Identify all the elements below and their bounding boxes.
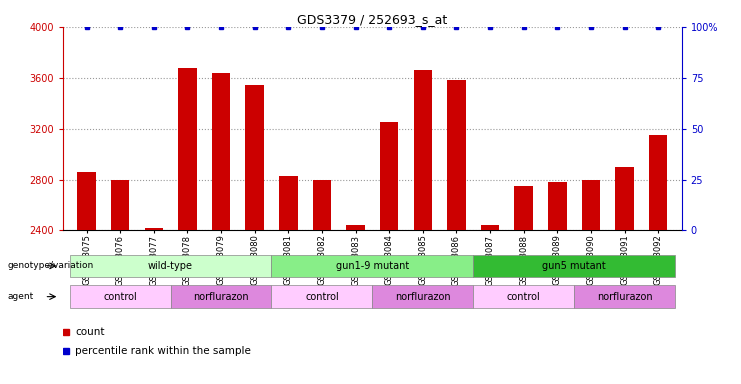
Bar	[271, 285, 373, 308]
Text: genotype/variation: genotype/variation	[7, 262, 93, 270]
Bar	[70, 255, 271, 277]
Bar	[574, 285, 675, 308]
Text: norflurazon: norflurazon	[193, 291, 249, 302]
Bar	[649, 135, 668, 230]
Text: gun5 mutant: gun5 mutant	[542, 261, 606, 271]
Bar	[70, 285, 170, 308]
Text: wild-type: wild-type	[148, 261, 193, 271]
Text: gun1-9 mutant: gun1-9 mutant	[336, 261, 409, 271]
Bar	[481, 225, 499, 230]
Bar	[144, 228, 163, 230]
Bar	[77, 172, 96, 230]
Title: GDS3379 / 252693_s_at: GDS3379 / 252693_s_at	[297, 13, 448, 26]
Text: control: control	[507, 291, 540, 302]
Text: agent: agent	[7, 292, 33, 301]
Bar	[271, 255, 473, 277]
Bar	[514, 186, 533, 230]
Text: norflurazon: norflurazon	[597, 291, 652, 302]
Bar	[178, 68, 196, 230]
Bar	[373, 285, 473, 308]
Text: control: control	[305, 291, 339, 302]
Text: percentile rank within the sample: percentile rank within the sample	[76, 346, 251, 356]
Bar	[582, 180, 600, 230]
Bar	[279, 176, 298, 230]
Bar	[548, 182, 567, 230]
Bar	[473, 285, 574, 308]
Bar	[615, 167, 634, 230]
Text: control: control	[103, 291, 137, 302]
Bar	[413, 70, 432, 230]
Bar	[473, 255, 675, 277]
Bar	[346, 225, 365, 230]
Bar	[447, 80, 465, 230]
Text: count: count	[76, 327, 105, 337]
Bar	[170, 285, 271, 308]
Bar	[212, 73, 230, 230]
Bar	[313, 180, 331, 230]
Bar	[245, 85, 264, 230]
Bar	[111, 180, 130, 230]
Bar	[380, 122, 399, 230]
Text: norflurazon: norflurazon	[395, 291, 451, 302]
